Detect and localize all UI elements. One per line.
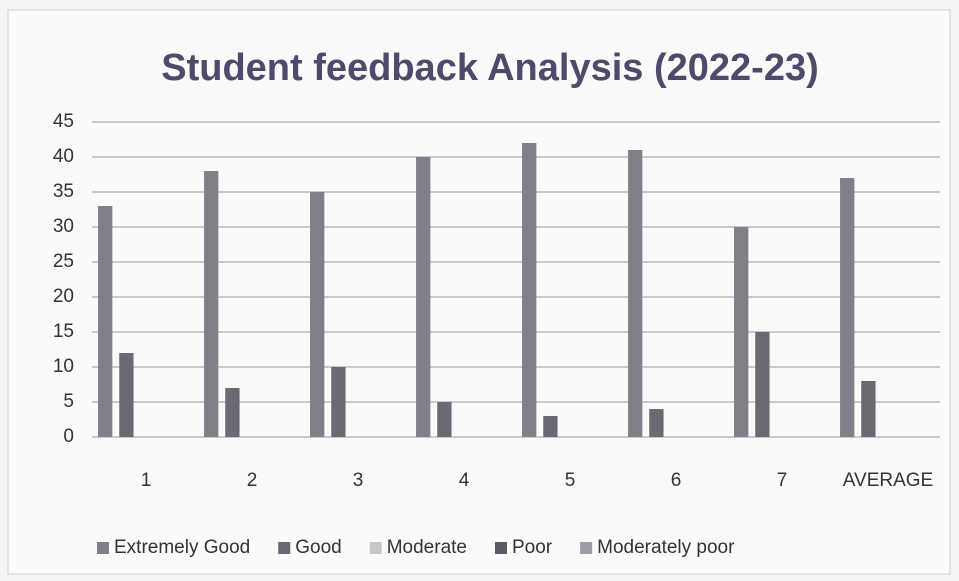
y-tick-label: 45 <box>53 111 74 132</box>
bar <box>416 157 431 437</box>
legend-swatch <box>97 542 109 554</box>
legend-label: Poor <box>512 537 553 558</box>
chart-title: Student feedback Analysis (2022-23) <box>161 47 819 89</box>
y-tick-label: 25 <box>53 251 74 272</box>
legend-swatch <box>278 542 291 554</box>
x-tick-label: 5 <box>565 470 576 491</box>
bar <box>543 416 558 437</box>
x-tick-label: 6 <box>671 470 682 491</box>
legend-swatch <box>580 542 593 554</box>
bar <box>755 332 770 437</box>
x-tick-label: 3 <box>353 470 364 491</box>
legend-swatch <box>495 542 507 554</box>
legend-swatch <box>369 542 382 554</box>
y-tick-label: 35 <box>53 181 74 202</box>
bar <box>861 381 876 437</box>
bar <box>331 367 346 437</box>
bar <box>98 206 113 437</box>
bar <box>628 150 643 437</box>
x-tick-label: 4 <box>459 470 470 491</box>
x-tick-label: 2 <box>247 470 258 491</box>
legend-label: Good <box>295 537 341 558</box>
bar <box>840 178 855 437</box>
y-tick-label: 0 <box>63 426 74 447</box>
y-tick-label: 30 <box>53 216 74 237</box>
legend-label: Extremely Good <box>114 537 250 558</box>
chart-frame <box>7 9 951 575</box>
x-tick-label: 1 <box>141 470 152 491</box>
y-tick-label: 10 <box>53 356 74 377</box>
bar <box>204 171 219 437</box>
y-tick-label: 40 <box>53 146 74 167</box>
bar <box>649 409 664 437</box>
bar <box>119 353 134 437</box>
x-tick-label: AVERAGE <box>843 470 933 491</box>
y-tick-label: 20 <box>53 286 74 307</box>
legend-label: Moderately poor <box>597 537 735 558</box>
y-tick-label: 15 <box>53 321 74 342</box>
x-tick-label: 7 <box>777 470 788 491</box>
bar <box>437 402 452 437</box>
bar <box>734 227 749 437</box>
y-tick-label: 5 <box>63 391 74 412</box>
bar <box>522 143 537 437</box>
bar <box>225 388 240 437</box>
legend-label: Moderate <box>387 537 467 558</box>
bar <box>310 192 325 437</box>
